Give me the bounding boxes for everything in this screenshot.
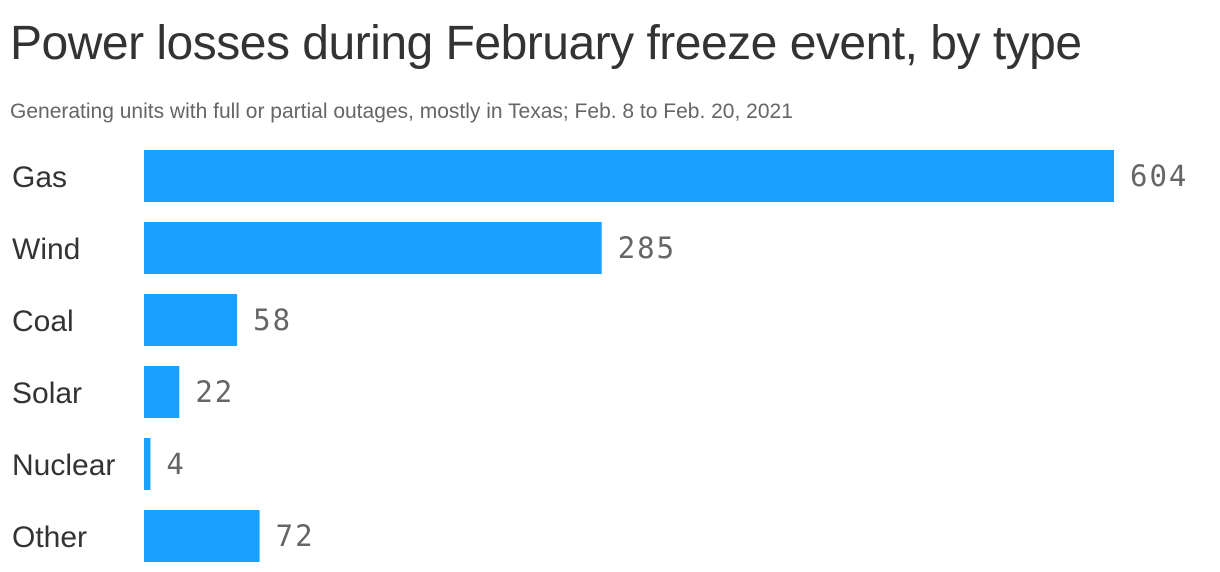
chart-title: Power losses during February freeze even… — [10, 17, 1082, 70]
value-label-other: 72 — [276, 519, 315, 553]
category-label-other: Other — [12, 521, 87, 554]
category-label-nuclear: Nuclear — [12, 449, 115, 482]
category-label-wind: Wind — [12, 233, 80, 266]
bar-gas — [144, 150, 1114, 202]
value-label-wind: 285 — [618, 231, 676, 265]
value-label-coal: 58 — [253, 303, 292, 337]
bar-coal — [144, 294, 238, 346]
bar-solar — [144, 366, 180, 418]
category-label-gas: Gas — [12, 161, 67, 194]
bar-other — [144, 510, 260, 562]
category-label-coal: Coal — [12, 305, 74, 338]
value-label-solar: 22 — [195, 375, 234, 409]
chart-subtitle: Generating units with full or partial ou… — [10, 100, 793, 123]
category-label-solar: Solar — [12, 377, 82, 410]
value-label-gas: 604 — [1130, 159, 1188, 193]
bar-nuclear — [144, 438, 151, 490]
value-label-nuclear: 4 — [166, 447, 185, 481]
bar-wind — [144, 222, 602, 274]
